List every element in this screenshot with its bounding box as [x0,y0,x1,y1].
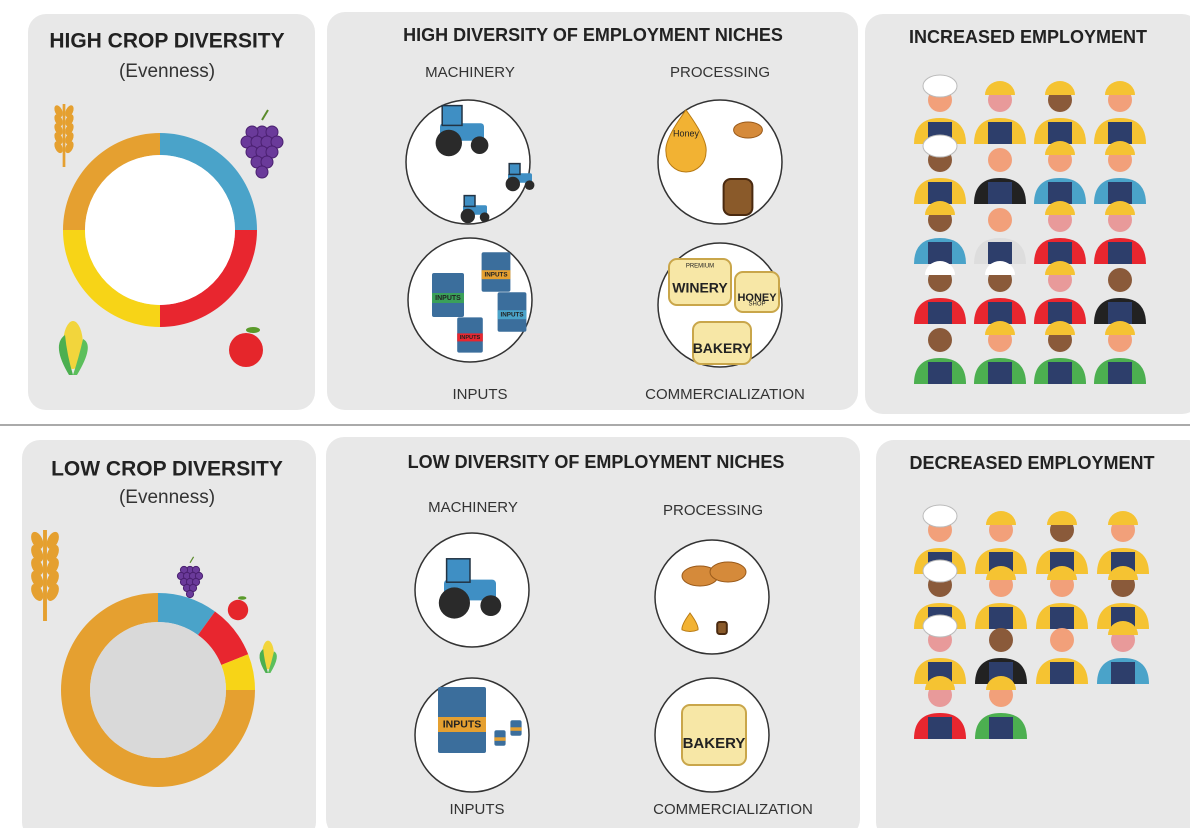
chef-hat [923,560,957,582]
worker-overall [988,302,1012,324]
label: COMMERCIALIZATION [645,386,805,403]
worker-overall [1048,242,1072,264]
sign-text: SHOP [748,302,765,308]
honey-text: Honey [673,128,700,138]
worker-overall [1108,302,1132,324]
worker-overall [928,242,952,264]
label: LOW DIVERSITY OF EMPLOYMENT NICHES [408,452,785,472]
barrel [724,179,753,215]
worker-head [988,148,1012,172]
apple-leaf [246,327,260,333]
worker-overall [1048,302,1072,324]
worker-overall [928,717,952,739]
tractor-cab [447,559,470,582]
panel [876,440,1190,828]
tractor-wheel [436,130,462,156]
apple [229,333,263,367]
tractor-wheel [461,209,475,223]
panel [326,437,860,828]
label: PROCESSING [663,502,763,519]
worker-overall [1050,662,1074,684]
worker-head [928,328,952,352]
worker-head [988,208,1012,232]
sign-text: BAKERY [683,735,746,752]
chef-hat [923,75,957,97]
worker-overall [1048,122,1072,144]
barrel [717,622,727,634]
bag-label [510,727,521,731]
worker-overall [928,182,952,204]
label: DECREASED EMPLOYMENT [909,453,1154,473]
worker-overall [1050,607,1074,629]
label: INCREASED EMPLOYMENT [909,27,1147,47]
worker-overall [989,607,1013,629]
label: INPUTS [449,801,504,818]
donut-hole [85,155,235,305]
worker-overall [1108,362,1132,384]
worker-overall [1108,182,1132,204]
apple-leaf [238,596,246,600]
label: LOW CROP DIVERSITY [51,458,283,481]
tractor-cab [464,196,475,207]
label: PROCESSING [670,64,770,81]
tractor-wheel [480,595,501,616]
worker-overall [928,362,952,384]
worker-overall [1111,662,1135,684]
worker-overall [1108,242,1132,264]
tractor-wheel [439,587,470,618]
worker-overall [988,242,1012,264]
label: COMMERCIALIZATION [653,801,813,818]
label: INPUTS [452,386,507,403]
worker-head [989,628,1013,652]
apple [228,600,248,620]
tractor-wheel [525,180,535,190]
grape [186,590,193,597]
tractor-wheel [471,136,489,154]
chef-hat [923,135,957,157]
label: HIGH DIVERSITY OF EMPLOYMENT NICHES [403,25,783,45]
donut-hole [90,622,226,758]
sign-text: PREMIUM [686,264,714,270]
label: HIGH CROP DIVERSITY [49,30,284,53]
worker-overall [989,717,1013,739]
bag-text: INPUTS [500,311,523,318]
niche-circle [655,540,769,654]
bread [734,122,763,138]
worker-overall [1048,362,1072,384]
panel [327,12,858,410]
bag-label [494,737,505,741]
sign-text: BAKERY [693,340,752,356]
bread [710,562,746,582]
panel [865,14,1190,414]
bag-text: INPUTS [435,295,461,302]
tractor-wheel [480,212,490,222]
chef-hat [923,615,957,637]
worker-overall [1108,122,1132,144]
infographic: HIGH CROP DIVERSITY (Evenness) HIGH DIVERS… [0,0,1190,828]
worker-overall [988,362,1012,384]
worker-overall [988,122,1012,144]
worker-head [1108,268,1132,292]
sign-text: WINERY [672,280,728,296]
worker-overall [928,302,952,324]
label: (Evenness) [119,487,215,508]
label: MACHINERY [425,64,515,81]
worker-overall [988,182,1012,204]
bag-text: INPUTS [460,335,481,341]
worker-overall [1048,182,1072,204]
tractor-wheel [506,177,520,191]
tractor-cab [442,106,462,126]
label: MACHINERY [428,499,518,516]
worker-head [1050,628,1074,652]
chef-hat [923,505,957,527]
bag-text: INPUTS [443,718,482,730]
label: (Evenness) [119,61,215,82]
bag-text: INPUTS [484,271,507,278]
grape [256,166,268,178]
tractor-cab [509,164,520,175]
